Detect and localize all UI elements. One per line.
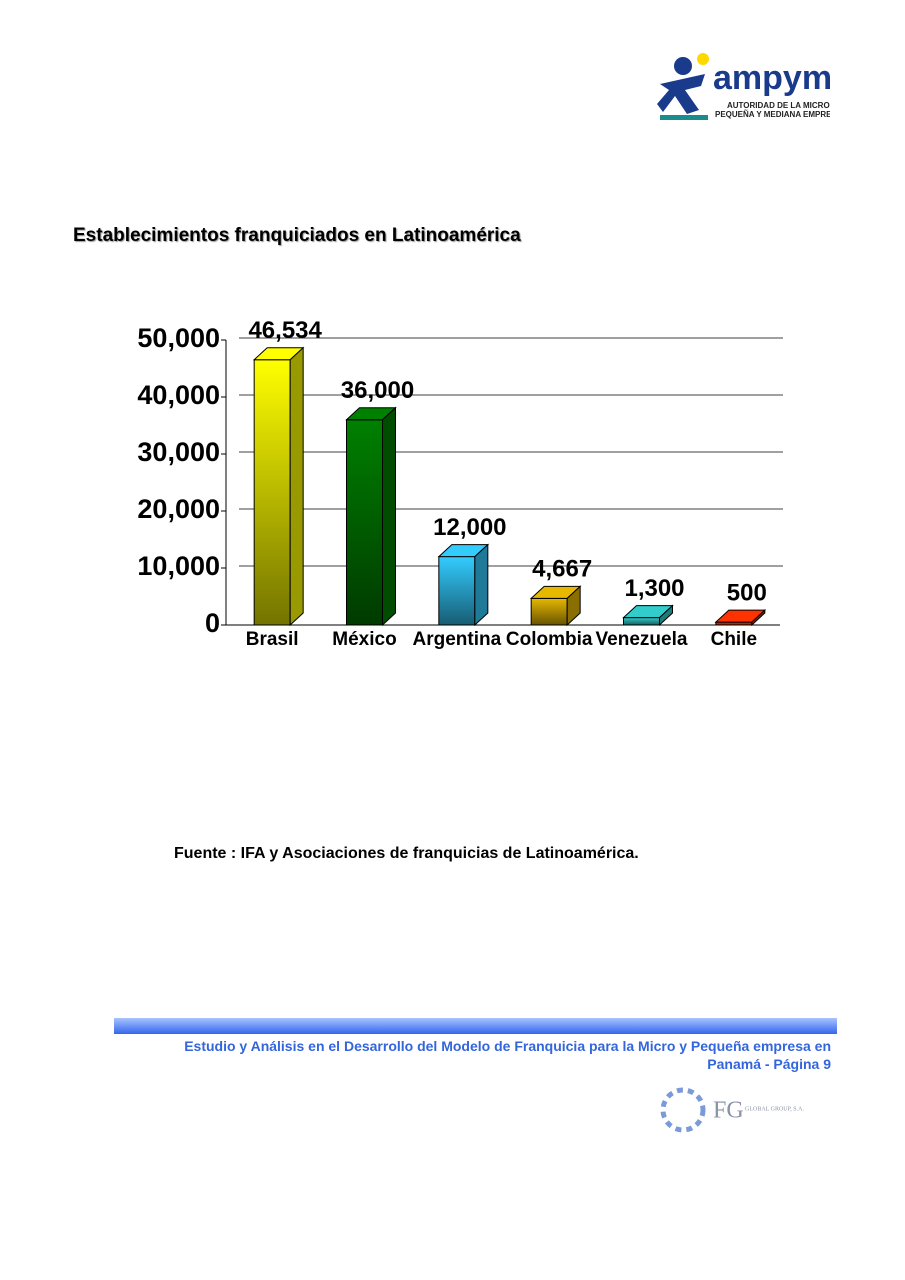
- footer-text: Estudio y Análisis en el Desarrollo del …: [184, 1037, 831, 1073]
- footer-line: Panamá - Página 9: [707, 1056, 831, 1072]
- bar-side: [474, 543, 489, 627]
- logo-text: ampyme: [713, 59, 830, 97]
- y-tick-label: 40,000: [137, 380, 220, 410]
- chart: 0 10,000 20,000 30,000 40,000 50,000 Brasil 46,…: [137, 317, 783, 650]
- chart-title: Establecimientos franquiciados en Latino…: [73, 225, 521, 246]
- y-tick-label: 0: [205, 608, 220, 638]
- footer-line: Estudio y Análisis en el Desarrollo del …: [184, 1038, 831, 1054]
- source-note: Fuente : IFA y Asociaciones de franquici…: [174, 845, 639, 862]
- ampyme-logo: ampyme AUTORIDAD DE LA MICRO, PEQUEÑA Y …: [657, 53, 830, 120]
- value-label: 4,667: [532, 556, 592, 583]
- bar: [438, 556, 476, 626]
- logo-subtitle: PEQUEÑA Y MEDIANA EMPRESA: [715, 110, 830, 119]
- value-label: 46,534: [248, 317, 322, 344]
- logo-dot: [697, 53, 709, 65]
- x-tick-label: Argentina: [412, 629, 501, 650]
- footer-band: [114, 1018, 837, 1034]
- bar: [253, 359, 291, 626]
- fg-subtitle: GLOBAL GROUP, S.A.: [745, 1106, 804, 1112]
- bar-side: [289, 346, 304, 627]
- bar-side: [659, 604, 673, 627]
- bar-side: [382, 406, 396, 627]
- bar: [623, 617, 660, 626]
- value-label: 12,000: [433, 514, 506, 541]
- value-label: 36,000: [341, 377, 414, 404]
- bar-side: [751, 609, 766, 627]
- x-tick-label: México: [332, 629, 396, 650]
- x-tick-label: Brasil: [246, 629, 299, 650]
- y-tick-label: 10,000: [137, 551, 220, 581]
- fg-logo: FG GLOBAL GROUP, S.A.: [660, 1087, 804, 1133]
- y-tick-label: 20,000: [137, 494, 220, 524]
- logo-bar: [660, 115, 708, 120]
- logo-head: [674, 57, 692, 75]
- fg-text: FG: [713, 1098, 744, 1124]
- bar: [346, 419, 383, 626]
- x-tick-label: Chile: [711, 629, 757, 650]
- logo-subtitle: AUTORIDAD DE LA MICRO,: [727, 101, 830, 110]
- x-tick-label: Venezuela: [596, 629, 688, 650]
- y-tick-label: 30,000: [137, 437, 220, 467]
- value-label: 1,300: [624, 575, 684, 602]
- value-label: 500: [727, 579, 767, 606]
- x-tick-label: Colombia: [506, 629, 593, 650]
- bar-side: [566, 585, 581, 627]
- y-tick-label: 50,000: [137, 323, 220, 353]
- logo-ring: [660, 1087, 706, 1133]
- logo-figure: [657, 74, 705, 114]
- bar: [530, 597, 568, 626]
